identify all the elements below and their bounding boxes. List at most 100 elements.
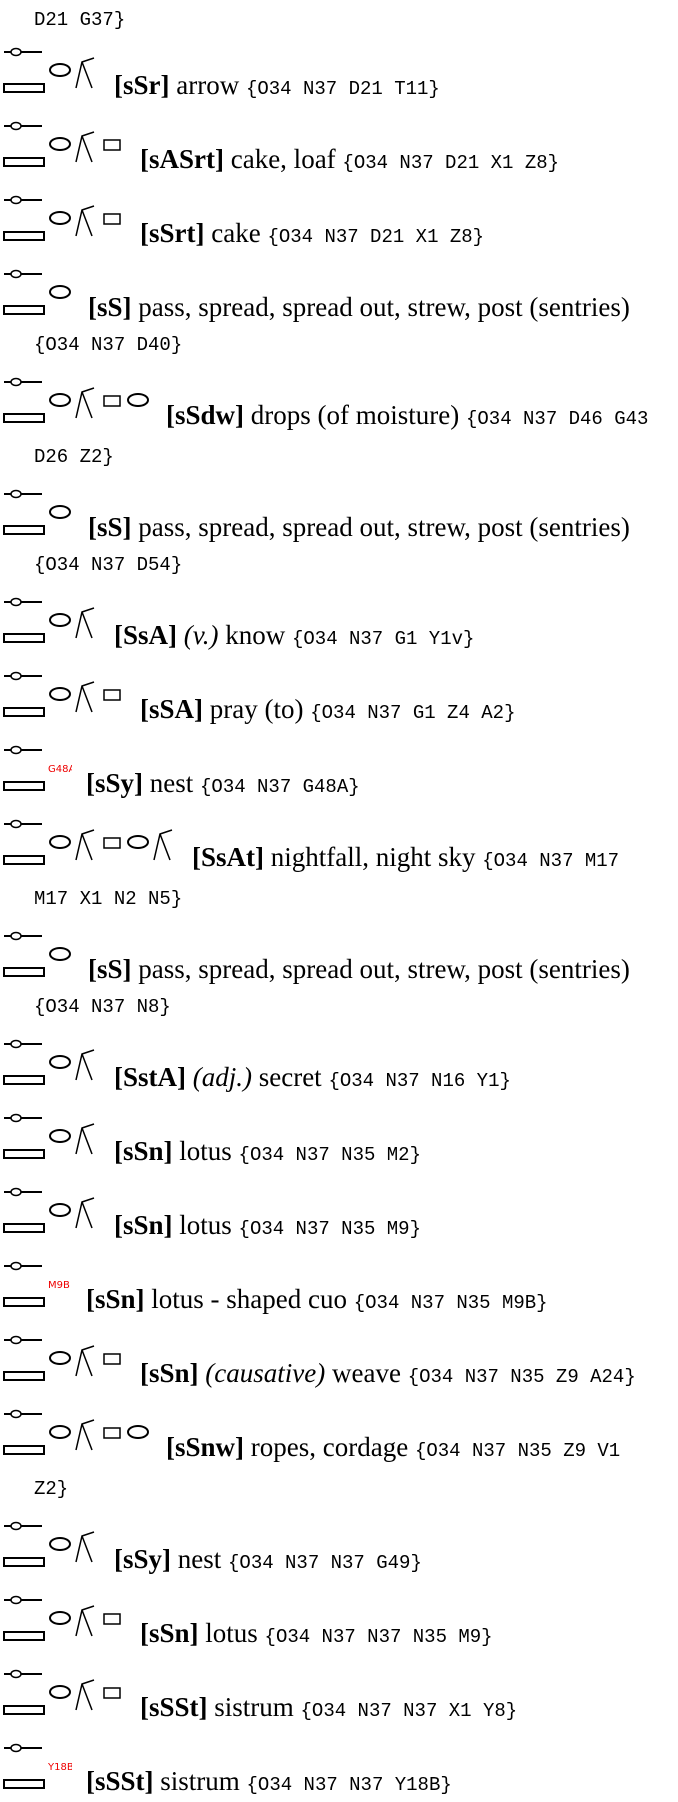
sign-o34-knot xyxy=(10,1261,22,1271)
sign-n37 xyxy=(3,157,45,167)
sign xyxy=(103,139,121,151)
sign-n37 xyxy=(3,707,45,717)
sign xyxy=(103,837,121,849)
sign-codes: {O34 N37 N16 Y1} xyxy=(328,1070,511,1092)
sign-o34-knot xyxy=(10,121,22,131)
sign-o34-knot xyxy=(10,745,22,755)
sign-o34-knot xyxy=(10,1113,22,1123)
sign xyxy=(75,829,95,861)
hieroglyph: M9B xyxy=(3,1261,70,1307)
sign-codes: {O34 N37 N35 M9} xyxy=(238,1218,421,1240)
hieroglyph xyxy=(3,377,149,423)
entry: [sSn] lotus {O34 N37 N35 M2} xyxy=(2,1110,658,1172)
entry: [sSn] (causative) weave {O34 N37 N35 Z9 … xyxy=(2,1332,658,1394)
meaning: nest xyxy=(149,768,194,798)
sign-n37 xyxy=(3,633,45,643)
transliteration: [sS] xyxy=(88,954,132,984)
sign-o34-knot xyxy=(10,195,22,205)
hieroglyph xyxy=(3,1039,95,1085)
sign-codes: {O34 N37 M17 M17 X1 N2 N5} xyxy=(34,850,620,910)
sign-codes: {O34 N37 G1 Z4 A2} xyxy=(310,702,516,724)
sign-label: Y18B xyxy=(47,1762,72,1773)
hieroglyph: G48A xyxy=(3,745,72,791)
transliteration: [sS] xyxy=(88,512,132,542)
hieroglyph xyxy=(3,1409,149,1455)
meaning: lotus - shaped cuo xyxy=(151,1284,347,1314)
sign xyxy=(75,131,95,163)
transliteration: [sSnw] xyxy=(166,1432,245,1462)
sign xyxy=(75,1345,95,1377)
sign xyxy=(49,285,71,299)
transliteration: [sSSt] xyxy=(86,1766,154,1796)
sign xyxy=(103,1613,121,1625)
transliteration: [sSA] xyxy=(140,694,204,724)
sign-n37 xyxy=(3,1223,45,1233)
meaning: nest xyxy=(177,1544,222,1574)
entry: G48A [sSy] nest {O34 N37 G48A} xyxy=(2,742,658,804)
sign xyxy=(49,1611,71,1625)
sign xyxy=(49,687,71,701)
sign xyxy=(49,835,71,849)
entry: [sS] pass, spread, spread out, strew, po… xyxy=(2,486,658,582)
entry: [sS] pass, spread, spread out, strew, po… xyxy=(2,266,658,362)
sign xyxy=(75,681,95,713)
sign xyxy=(127,393,149,407)
sign-label: M9B xyxy=(48,1280,70,1291)
meaning: ropes, cordage xyxy=(250,1432,409,1462)
entry: [sSy] nest {O34 N37 N37 G49} xyxy=(2,1518,658,1580)
sign xyxy=(75,1123,95,1155)
sign-o34-knot xyxy=(10,1187,22,1197)
sign-o34-knot xyxy=(10,489,22,499)
sign-codes: {O34 N37 D54} xyxy=(34,554,183,576)
entry: M9B [sSn] lotus - shaped cuo {O34 N37 N35… xyxy=(2,1258,658,1320)
sign-o34-knot xyxy=(10,1521,22,1531)
sign xyxy=(103,395,121,407)
sign-n37 xyxy=(3,1297,45,1307)
meaning: know xyxy=(225,620,286,650)
transliteration: [sSy] xyxy=(114,1544,172,1574)
meaning: weave xyxy=(331,1358,401,1388)
hieroglyph xyxy=(3,597,95,643)
meaning: pass, spread, spread out, strew, post (s… xyxy=(138,954,630,984)
meaning: pass, spread, spread out, strew, post (s… xyxy=(138,512,630,542)
hieroglyph xyxy=(3,47,95,93)
sign xyxy=(49,613,71,627)
sign-o34-knot xyxy=(10,1409,22,1419)
transliteration: [sSrt] xyxy=(140,218,205,248)
sign xyxy=(75,205,95,237)
entry: [sSn] lotus {O34 N37 N35 M9} xyxy=(2,1184,658,1246)
sign xyxy=(153,829,173,861)
sign xyxy=(49,1129,71,1143)
meaning: cake xyxy=(211,218,261,248)
hieroglyph xyxy=(3,1113,95,1159)
entry: [SstA] (adj.) secret {O34 N37 N16 Y1} xyxy=(2,1036,658,1098)
sign-n37 xyxy=(3,83,45,93)
transliteration: [sSn] xyxy=(140,1358,199,1388)
transliteration: [sSdw] xyxy=(166,400,245,430)
sign-codes: {O34 N37 D40} xyxy=(34,334,183,356)
meaning: sistrum xyxy=(214,1692,294,1722)
sign-n37 xyxy=(3,1149,45,1159)
entry: [sSr] arrow {O34 N37 D21 T11} xyxy=(2,44,658,106)
meaning: nightfall, night sky xyxy=(270,842,476,872)
sign xyxy=(103,1353,121,1365)
part-of-speech: (causative) xyxy=(205,1358,326,1388)
sign-label: G48A xyxy=(48,764,72,775)
transliteration: [sSy] xyxy=(86,768,144,798)
sign-n37 xyxy=(3,413,45,423)
part-of-speech: (v.) xyxy=(183,620,219,650)
sign-codes: {O34 N37 D21 X1 Z8} xyxy=(342,152,560,174)
hieroglyph xyxy=(3,269,71,315)
sign-codes: {O34 N37 N35 Z9 A24} xyxy=(407,1366,636,1388)
transliteration: [sASrt] xyxy=(140,144,224,174)
transliteration: [sSSt] xyxy=(140,1692,208,1722)
sign xyxy=(75,1197,95,1229)
sign xyxy=(49,1685,71,1699)
sign xyxy=(75,57,95,89)
transliteration: [sSr] xyxy=(114,70,170,100)
sign-codes: {O34 N37 D21 T11} xyxy=(245,78,440,100)
sign-codes: {O34 N37 D21 X1 Z8} xyxy=(267,226,485,248)
transliteration: [SsA] xyxy=(114,620,178,650)
sign-o34-knot xyxy=(10,819,22,829)
hieroglyph xyxy=(3,121,121,167)
